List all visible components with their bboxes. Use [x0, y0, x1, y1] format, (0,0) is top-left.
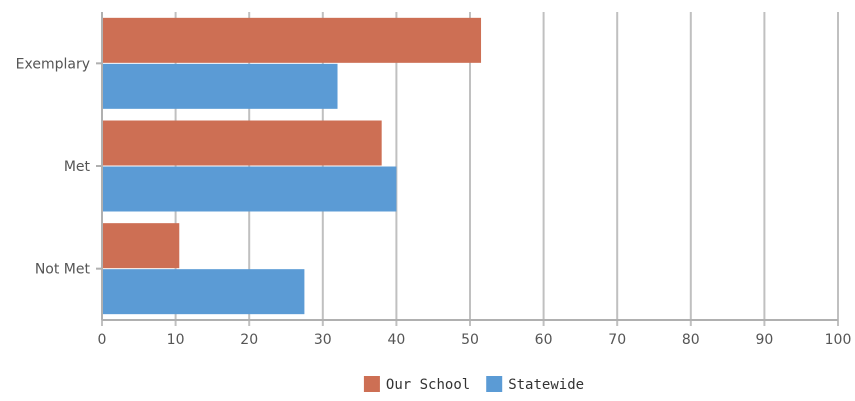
x-tick-label: 60 [535, 332, 553, 348]
x-tick-label: 90 [755, 332, 773, 348]
category-labels: Exemplary Met Not Met [16, 56, 91, 277]
x-tick-label: 80 [682, 332, 700, 348]
x-tick-labels: 0 10 20 30 40 50 60 70 80 90 100 [98, 332, 852, 348]
bar[interactable] [103, 63, 338, 109]
legend-item[interactable]: Our School [363, 376, 470, 393]
x-tick-label: 10 [167, 332, 185, 348]
x-tick-label: 70 [608, 332, 626, 348]
bar[interactable] [103, 120, 382, 166]
axes [96, 12, 839, 326]
category-label: Met [64, 159, 91, 175]
bar[interactable] [103, 166, 397, 212]
legend-label: Our School [386, 377, 470, 393]
grid-lines [174, 12, 839, 320]
legend-item[interactable]: Statewide [486, 376, 584, 393]
x-tick-label: 100 [825, 332, 852, 348]
x-tick-label: 0 [98, 332, 107, 348]
x-tick-label: 30 [314, 332, 332, 348]
x-tick-label: 40 [387, 332, 405, 348]
category-label: Not Met [35, 262, 91, 278]
bars [103, 17, 482, 315]
bar[interactable] [103, 223, 180, 269]
x-tick-label: 50 [461, 332, 479, 348]
legend-label: Statewide [508, 377, 584, 393]
bar[interactable] [103, 269, 305, 315]
x-tick-label: 20 [240, 332, 258, 348]
legend-swatch [363, 376, 380, 392]
bar[interactable] [103, 17, 482, 63]
legend[interactable]: Our School Statewide [363, 376, 584, 393]
legend-swatch [486, 376, 503, 392]
category-label: Exemplary [16, 56, 90, 72]
